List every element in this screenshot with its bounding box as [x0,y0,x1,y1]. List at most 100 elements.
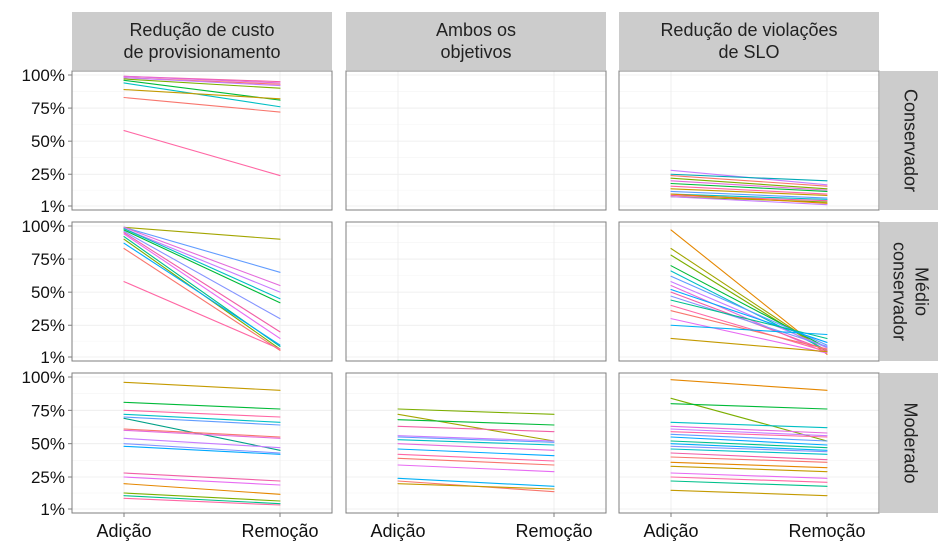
x-tick-label: Adição [96,521,151,541]
series-line-r2-c2-9 [670,440,828,449]
series-line-r2-c1-6 [397,439,555,446]
y-tick-label: 100% [22,66,65,85]
series-line-r1-c0-5 [123,229,281,304]
series-line-r1-c0-3 [123,228,281,293]
y-tick-label: 50% [31,132,65,151]
panel-border-r1-c2 [618,221,880,362]
series-line-r1-c0-13 [123,281,281,350]
series-line-r2-c1-0 [397,408,555,415]
series-line-r2-c0-16 [123,497,281,506]
series-line-r2-c0-14 [123,492,281,502]
row-strip-0 [880,71,938,210]
y-tick-label: 25% [31,165,65,184]
series-line-r0-c2-2 [670,175,828,187]
y-tick-label: 25% [31,316,65,335]
panel-bg-r0-c0 [72,71,332,210]
series-line-r1-c2-16 [670,337,828,353]
series-line-r1-c2-8 [670,288,828,343]
series-line-r2-c2-13 [670,452,828,461]
panel-bg-r2-c2 [619,373,879,513]
series-line-r2-c2-11 [670,445,828,453]
series-line-r2-c2-5 [670,428,828,437]
y-tick-label: 50% [31,435,65,454]
column-strip-2 [619,12,879,70]
column-strip-label-2: Redução de violações de SLO [660,20,837,62]
panel-bg-r2-c1 [346,373,606,513]
series-line-r2-c1-9 [397,453,555,462]
panel-bg-r1-c1 [346,222,606,361]
series-line-r2-c1-1 [397,413,555,442]
y-tick-label: 50% [31,283,65,302]
series-line-r0-c2-3 [670,177,828,190]
series-line-r1-c0-8 [123,233,281,340]
series-line-r2-c0-15 [123,495,281,505]
series-line-r1-c2-12 [670,304,828,353]
column-strip-1 [346,12,606,70]
series-line-r2-c1-12 [397,477,555,487]
panel-bg-r0-c2 [619,71,879,210]
series-line-r2-c1-7 [397,443,555,451]
y-tick-label: 1% [40,197,65,216]
series-line-r1-c0-7 [123,232,281,333]
series-line-r1-c0-4 [123,228,281,300]
series-line-r0-c2-10 [670,194,828,202]
series-line-r2-c0-1 [123,401,281,410]
series-line-r1-c0-0 [123,226,281,240]
series-line-r2-c1-2 [397,419,555,426]
y-tick-label: 75% [31,99,65,118]
series-line-r2-c1-14 [397,483,555,490]
series-line-r1-c2-10 [670,295,828,347]
series-line-r2-c2-6 [670,431,828,438]
series-line-r2-c2-8 [670,436,828,446]
series-line-r0-c2-6 [670,185,828,195]
panel-border-r2-c0 [71,372,333,514]
series-line-r2-c1-5 [397,436,555,443]
x-tick-label: Adição [643,521,698,541]
series-line-r1-c0-2 [123,226,281,287]
series-line-r0-c0-3 [123,77,281,87]
series-line-r2-c0-3 [123,413,281,423]
series-line-r2-c0-2 [123,409,281,418]
series-line-r2-c0-11 [123,472,281,482]
series-line-r2-c2-1 [670,397,828,442]
series-line-r2-c2-10 [670,443,828,451]
column-strip-label-1: Ambos os objetivos [436,20,516,62]
panel-border-r1-c1 [345,221,607,362]
series-line-r2-c0-8 [123,437,281,449]
panel-border-r2-c2 [618,372,880,514]
series-line-r0-c0-4 [123,78,281,89]
series-line-r1-c0-11 [123,242,281,346]
y-tick-label: 100% [22,368,65,387]
series-line-r0-c0-1 [123,75,281,84]
series-line-r2-c2-2 [670,403,828,410]
series-line-r2-c1-10 [397,457,555,466]
row-strip-label-2: Moderado [900,402,920,483]
x-tick-label: Remoção [241,521,318,541]
series-line-r1-c2-11 [670,299,828,340]
series-line-r2-c1-8 [397,448,555,457]
series-line-r2-c2-17 [670,472,828,479]
series-line-r2-c0-12 [123,476,281,486]
series-line-r0-c0-9 [123,130,281,177]
series-line-r1-c2-2 [670,254,828,353]
series-line-r2-c2-14 [670,456,828,463]
series-line-r0-c2-4 [670,180,828,191]
series-line-r0-c2-7 [670,188,828,196]
panel-bg-r0-c1 [346,71,606,210]
series-line-r2-c2-12 [670,448,828,455]
y-tick-label: 75% [31,250,65,269]
column-strip-0 [72,12,332,70]
series-line-r2-c0-0 [123,381,281,391]
series-line-r0-c2-8 [670,190,828,199]
series-line-r0-c2-9 [670,193,828,200]
series-line-r2-c2-0 [670,379,828,391]
series-line-r1-c0-12 [123,247,281,351]
series-line-r2-c2-15 [670,461,828,469]
column-strip-label-0: Redução de custo de provisionamento [123,20,280,62]
series-line-r0-c2-13 [670,196,828,206]
y-tick-label: 1% [40,500,65,519]
series-line-r1-c2-14 [670,318,828,354]
series-line-r2-c0-9 [123,443,281,454]
panel-border-r0-c0 [71,70,333,211]
